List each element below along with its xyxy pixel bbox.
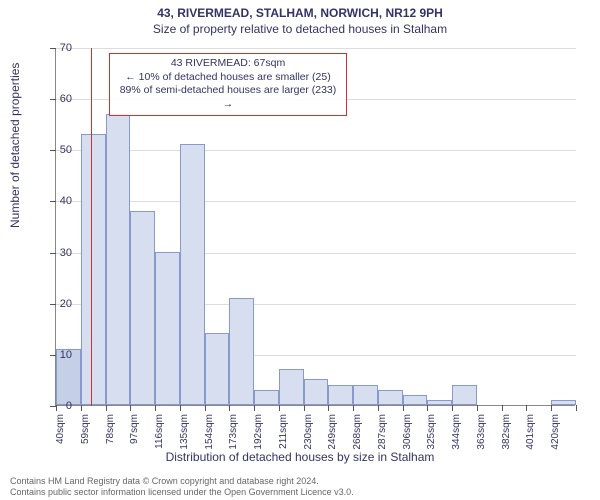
y-tick-label: 50 xyxy=(42,144,72,156)
x-tick-label: 325sqm xyxy=(426,414,437,454)
x-tick xyxy=(205,405,206,411)
histogram-bar xyxy=(106,114,131,406)
x-tick-label: 135sqm xyxy=(179,414,190,454)
x-tick-label: 249sqm xyxy=(327,414,338,454)
chart-title: 43, RIVERMEAD, STALHAM, NORWICH, NR12 9P… xyxy=(0,0,600,20)
x-tick-label: 59sqm xyxy=(80,414,91,454)
y-tick-label: 20 xyxy=(42,298,72,310)
x-tick-label: 40sqm xyxy=(55,414,66,454)
x-tick-label: 306sqm xyxy=(402,414,413,454)
histogram-bar xyxy=(427,400,452,405)
chart-container: 43, RIVERMEAD, STALHAM, NORWICH, NR12 9P… xyxy=(0,0,600,500)
y-tick-label: 40 xyxy=(42,195,72,207)
x-tick-label: 97sqm xyxy=(129,414,140,454)
marker-line xyxy=(91,48,92,406)
histogram-bar xyxy=(180,144,205,405)
info-box: 43 RIVERMEAD: 67sqm← 10% of detached hou… xyxy=(109,53,347,116)
histogram-bar xyxy=(155,252,180,405)
y-tick-label: 30 xyxy=(42,247,72,259)
x-tick-label: 173sqm xyxy=(228,414,239,454)
info-line: ← 10% of detached houses are smaller (25… xyxy=(116,71,340,85)
x-tick xyxy=(427,405,428,411)
y-axis-label: Number of detached properties xyxy=(8,63,22,228)
x-tick xyxy=(526,405,527,411)
x-tick-label: 230sqm xyxy=(303,414,314,454)
x-tick xyxy=(229,405,230,411)
y-tick-label: 0 xyxy=(42,400,72,412)
y-tick-label: 10 xyxy=(42,349,72,361)
x-tick-label: 211sqm xyxy=(278,414,289,454)
histogram-bar xyxy=(551,400,576,405)
chart-wrap: 43 RIVERMEAD: 67sqm← 10% of detached hou… xyxy=(55,48,575,406)
x-tick xyxy=(254,405,255,411)
histogram-bar xyxy=(81,134,106,405)
x-tick-label: 116sqm xyxy=(154,414,165,454)
x-tick-label: 401sqm xyxy=(525,414,536,454)
footer: Contains HM Land Registry data © Crown c… xyxy=(10,476,354,498)
histogram-bar xyxy=(229,298,254,405)
histogram-bar xyxy=(304,379,329,405)
x-tick xyxy=(477,405,478,411)
x-tick-label: 382sqm xyxy=(501,414,512,454)
x-tick xyxy=(130,405,131,411)
x-tick-label: 268sqm xyxy=(352,414,363,454)
x-tick-label: 154sqm xyxy=(204,414,215,454)
x-tick xyxy=(328,405,329,411)
x-tick xyxy=(279,405,280,411)
gridline xyxy=(56,48,576,49)
x-tick xyxy=(155,405,156,411)
histogram-bar xyxy=(279,369,304,405)
x-tick-label: 344sqm xyxy=(451,414,462,454)
x-tick-label: 420sqm xyxy=(550,414,561,454)
y-tick-label: 60 xyxy=(42,93,72,105)
x-tick-label: 192sqm xyxy=(253,414,264,454)
x-tick xyxy=(551,405,552,411)
histogram-bar xyxy=(205,333,230,405)
x-tick xyxy=(180,405,181,411)
gridline xyxy=(56,150,576,151)
x-tick xyxy=(502,405,503,411)
histogram-bar xyxy=(452,385,477,405)
x-tick xyxy=(452,405,453,411)
histogram-bar xyxy=(378,390,403,405)
x-tick xyxy=(81,405,82,411)
gridline xyxy=(56,201,576,202)
histogram-bar xyxy=(403,395,428,405)
footer-line2: Contains public sector information licen… xyxy=(10,487,354,498)
x-tick-label: 287sqm xyxy=(377,414,388,454)
x-tick-label: 363sqm xyxy=(476,414,487,454)
x-tick xyxy=(304,405,305,411)
x-tick-label: 78sqm xyxy=(105,414,116,454)
histogram-bar xyxy=(353,385,378,405)
histogram-bar xyxy=(254,390,279,405)
x-tick xyxy=(576,405,577,411)
info-line: 43 RIVERMEAD: 67sqm xyxy=(116,57,340,71)
x-tick xyxy=(378,405,379,411)
chart-subtitle: Size of property relative to detached ho… xyxy=(0,20,600,36)
footer-line1: Contains HM Land Registry data © Crown c… xyxy=(10,476,354,487)
histogram-bar xyxy=(130,211,155,405)
x-tick xyxy=(106,405,107,411)
plot-area: 43 RIVERMEAD: 67sqm← 10% of detached hou… xyxy=(55,48,575,406)
x-tick xyxy=(403,405,404,411)
x-tick xyxy=(353,405,354,411)
y-tick-label: 70 xyxy=(42,42,72,54)
info-line: 89% of semi-detached houses are larger (… xyxy=(116,84,340,111)
histogram-bar xyxy=(328,385,353,405)
